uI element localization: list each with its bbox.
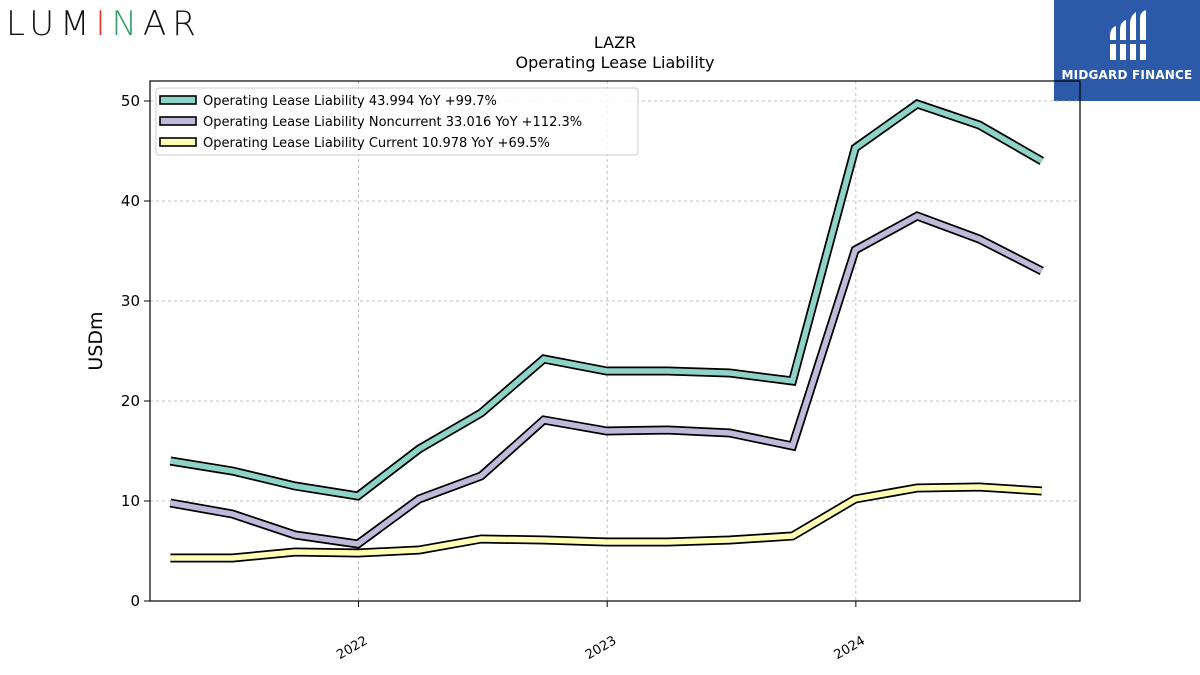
legend-label: Operating Lease Liability Noncurrent 33.…	[203, 115, 582, 130]
series-1	[169, 99, 1045, 501]
y-axis-ticks: 0 10 20 30 40 50	[121, 92, 150, 610]
data-point	[854, 249, 856, 251]
data-point	[418, 448, 420, 450]
legend-swatch	[159, 116, 197, 126]
chart-subtitle: Operating Lease Liability	[515, 53, 714, 72]
logo-letter-i: I	[95, 4, 112, 44]
legend-box	[155, 87, 639, 156]
y-axis-label: USDm	[85, 311, 107, 370]
legend: Operating Lease Liability 43.994 YoY +99…	[155, 87, 639, 156]
data-point	[169, 502, 171, 504]
data-point	[667, 541, 669, 543]
data-point	[978, 486, 980, 488]
logo-letter-n: N	[111, 4, 143, 44]
data-point	[294, 534, 296, 536]
series-line	[169, 100, 1044, 499]
midgard-finance-text: MIDGARD FINANCE	[1061, 68, 1193, 82]
data-point	[543, 419, 545, 421]
grid-lines	[150, 81, 1080, 601]
data-point	[978, 124, 980, 126]
series-line	[170, 484, 1042, 561]
luminar-logo: LUMINAR	[6, 4, 202, 44]
data-point	[543, 358, 545, 360]
series-line-outline	[169, 211, 1044, 549]
series-lines	[169, 99, 1045, 563]
data-point	[667, 429, 669, 431]
data-point	[854, 147, 856, 149]
data-point	[605, 541, 607, 543]
data-point	[605, 370, 607, 372]
data-point	[169, 557, 171, 559]
data-point	[480, 412, 482, 414]
data-point	[169, 460, 171, 462]
data-point	[357, 495, 359, 497]
y-tick-label: 30	[121, 292, 140, 310]
data-point	[1041, 490, 1043, 492]
x-tick-label: 2023	[583, 633, 619, 663]
legend-swatch	[159, 137, 197, 147]
data-point	[916, 103, 918, 105]
data-point	[418, 549, 420, 551]
y-tick-label: 50	[121, 92, 140, 110]
data-point	[543, 539, 545, 541]
series-2	[169, 211, 1044, 549]
data-point	[294, 551, 296, 553]
data-point	[667, 370, 669, 372]
logo-letter-m: M	[60, 4, 96, 44]
series-line-outline	[169, 99, 1045, 501]
data-point	[791, 445, 793, 447]
data-point	[1041, 270, 1043, 272]
y-tick-label: 20	[121, 392, 140, 410]
x-tick-label: 2024	[832, 633, 868, 663]
data-point	[231, 513, 233, 515]
data-point	[978, 238, 980, 240]
data-point	[480, 475, 482, 477]
data-point	[791, 380, 793, 382]
data-point	[231, 557, 233, 559]
chart-title: LAZR	[594, 33, 636, 52]
data-point	[418, 498, 420, 500]
midgard-mark-icon	[1110, 10, 1146, 60]
y-tick-label: 0	[130, 592, 140, 610]
data-point	[729, 539, 731, 541]
data-point	[1041, 160, 1043, 162]
data-point	[916, 487, 918, 489]
data-point	[729, 372, 731, 374]
midgard-finance-logo: MIDGARD FINANCE	[1054, 0, 1200, 101]
data-point	[916, 215, 918, 217]
legend-label: Operating Lease Liability 43.994 YoY +99…	[203, 94, 497, 109]
data-point	[231, 470, 233, 472]
data-point	[791, 535, 793, 537]
data-point	[854, 498, 856, 500]
legend-swatch	[159, 95, 197, 105]
series-line	[169, 212, 1044, 547]
data-point	[605, 430, 607, 432]
data-point	[480, 538, 482, 540]
logo-letter-a: A	[142, 4, 173, 44]
logo-letter-r: R	[172, 4, 202, 44]
logo-letter-u: U	[29, 4, 61, 44]
logo-letter-l: L	[6, 4, 30, 44]
legend-label: Operating Lease Liability Current 10.978…	[203, 136, 550, 151]
data-point	[357, 543, 359, 545]
data-point	[729, 432, 731, 434]
x-tick-label: 2022	[334, 633, 370, 663]
series-line-outline	[170, 482, 1043, 563]
y-tick-label: 40	[121, 192, 140, 210]
x-axis-ticks: 2022 2023 2024	[334, 601, 868, 663]
data-point	[294, 485, 296, 487]
plot-frame	[149, 80, 1081, 602]
series-3	[169, 482, 1043, 563]
y-tick-label: 10	[121, 492, 140, 510]
data-point	[357, 552, 359, 554]
